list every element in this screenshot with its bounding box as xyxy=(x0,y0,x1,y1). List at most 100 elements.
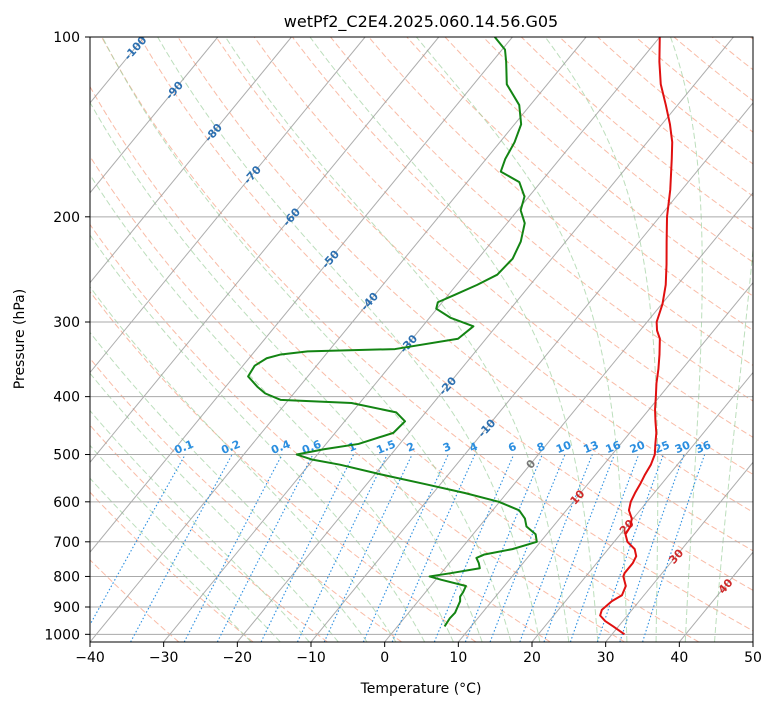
isotherm-line xyxy=(90,37,513,553)
dry-adiabat-line xyxy=(673,37,753,102)
dry-adiabat-line xyxy=(406,37,753,331)
mixing-ratio-line xyxy=(642,454,706,642)
mixing-ratio-line xyxy=(216,454,314,642)
isotherm-line xyxy=(457,281,753,642)
mixing-ratio-line xyxy=(489,454,566,642)
dry-adiabat-line xyxy=(635,37,753,133)
mixing-ratio-line xyxy=(183,454,283,642)
x-axis-label: Temperature (°C) xyxy=(360,681,482,697)
y-tick-label: 400 xyxy=(53,390,80,406)
mixing-ratio-line xyxy=(543,454,615,642)
y-tick-label: 200 xyxy=(53,210,80,226)
y-tick-label: 500 xyxy=(53,448,80,464)
dry-adiabat-line xyxy=(139,37,753,591)
isotherm-line xyxy=(90,37,440,464)
dry-adiabat-line xyxy=(559,37,753,197)
x-tick-label: −10 xyxy=(296,650,326,666)
isotherm-line xyxy=(531,371,753,642)
moist-adiabat-line xyxy=(90,331,368,642)
mixing-ratio-line xyxy=(569,454,640,642)
moist-adiabat-line xyxy=(90,409,310,642)
dry-adiabat-line xyxy=(253,37,753,475)
x-tick-label: 10 xyxy=(449,650,467,666)
moist-adiabats xyxy=(90,37,753,642)
dry-adiabat-line xyxy=(90,357,403,642)
dry-adiabat-line xyxy=(90,223,551,642)
y-tick-label: 900 xyxy=(53,600,80,616)
dry-adiabat-line xyxy=(90,290,477,642)
mixing-ratio-line xyxy=(519,454,593,642)
mixing-ratio-label: 36 xyxy=(694,438,713,456)
x-tick-label: −40 xyxy=(75,650,105,666)
mixing-ratio-line xyxy=(260,454,355,642)
x-tick-label: 50 xyxy=(744,650,762,666)
x-axis-ticks: −40 −30 −20 −10 0 10 20 30 40 50 xyxy=(75,642,762,666)
dewpoint-profile-line xyxy=(247,37,538,627)
isotherm-line xyxy=(678,551,753,642)
isotherm-line xyxy=(310,102,753,642)
isotherm-line xyxy=(0,37,70,642)
moist-adiabat-line xyxy=(714,244,753,642)
dry-adiabats xyxy=(90,37,753,642)
isotherm-label: -100 xyxy=(121,34,149,63)
mixing-ratio-line xyxy=(362,454,449,642)
dry-adiabat-line xyxy=(711,37,753,71)
moist-adiabat-line xyxy=(90,101,483,642)
x-tick-label: −30 xyxy=(149,650,179,666)
mixing-ratio-line xyxy=(323,454,413,642)
dry-adiabat-line xyxy=(90,155,625,642)
isotherm-label: -90 xyxy=(163,79,186,103)
moist-adiabat-line xyxy=(90,286,397,642)
pressure-gridlines xyxy=(90,37,753,635)
dry-adiabat-line xyxy=(101,37,753,632)
dry-adiabat-line xyxy=(90,559,180,642)
dry-adiabat-line xyxy=(749,37,753,40)
isotherm-line xyxy=(236,37,734,642)
dry-adiabat-line xyxy=(90,85,700,642)
temperature-profile-line xyxy=(599,37,674,636)
mixing-ratio-label: 16 xyxy=(604,438,623,456)
isotherm-line xyxy=(163,37,661,642)
mixing-ratio-label: 1 xyxy=(346,440,358,455)
isotherm-line xyxy=(90,37,366,374)
isotherm-line xyxy=(752,641,753,642)
mixing-ratio-label: 4 xyxy=(468,440,480,455)
x-tick-label: 30 xyxy=(597,650,615,666)
dry-adiabat-line xyxy=(90,424,328,642)
y-tick-label: 1000 xyxy=(44,627,80,643)
moist-adiabat-line xyxy=(90,477,252,642)
mixing-ratio-label: 6 xyxy=(506,440,518,455)
isotherm-line xyxy=(90,37,587,642)
plot-area: -100-90-80-70-60-50-40-30-20-10010203040… xyxy=(0,34,753,642)
x-tick-label: 40 xyxy=(670,650,688,666)
y-axis-ticks: 100 200 300 400 500 600 700 800 900 1000 xyxy=(44,30,90,643)
y-tick-label: 700 xyxy=(53,535,80,551)
moist-adiabat-line xyxy=(416,37,628,642)
moist-adiabat-line xyxy=(90,234,426,642)
isotherms xyxy=(0,37,753,642)
isotherm-label: -50 xyxy=(319,247,342,271)
plot-frame xyxy=(89,36,754,643)
mixing-ratio-line xyxy=(90,454,186,626)
profiles xyxy=(247,37,674,636)
y-axis-label: Pressure (hPa) xyxy=(12,289,28,389)
y-tick-label: 300 xyxy=(53,315,80,331)
dry-adiabat-line xyxy=(291,37,753,438)
dry-adiabat-line xyxy=(177,37,753,552)
mixing-ratio-line xyxy=(433,454,515,642)
isotherm-line xyxy=(90,37,292,284)
mixing-ratio-label: 20 xyxy=(628,438,647,456)
mixing-ratio-label: 3 xyxy=(441,440,453,455)
mixing-ratio-line xyxy=(464,454,543,642)
mixing-ratio-line xyxy=(391,454,476,642)
dry-adiabat-line xyxy=(215,37,753,513)
mixing-ratio-lines xyxy=(90,454,706,642)
y-tick-label: 800 xyxy=(53,569,80,585)
mixing-ratio-line xyxy=(296,454,388,642)
mixing-ratio-label: 25 xyxy=(653,438,672,456)
mixing-ratio-line xyxy=(596,454,664,642)
x-tick-label: −20 xyxy=(223,650,253,666)
x-tick-label: 20 xyxy=(523,650,541,666)
moist-adiabat-line xyxy=(157,37,541,642)
